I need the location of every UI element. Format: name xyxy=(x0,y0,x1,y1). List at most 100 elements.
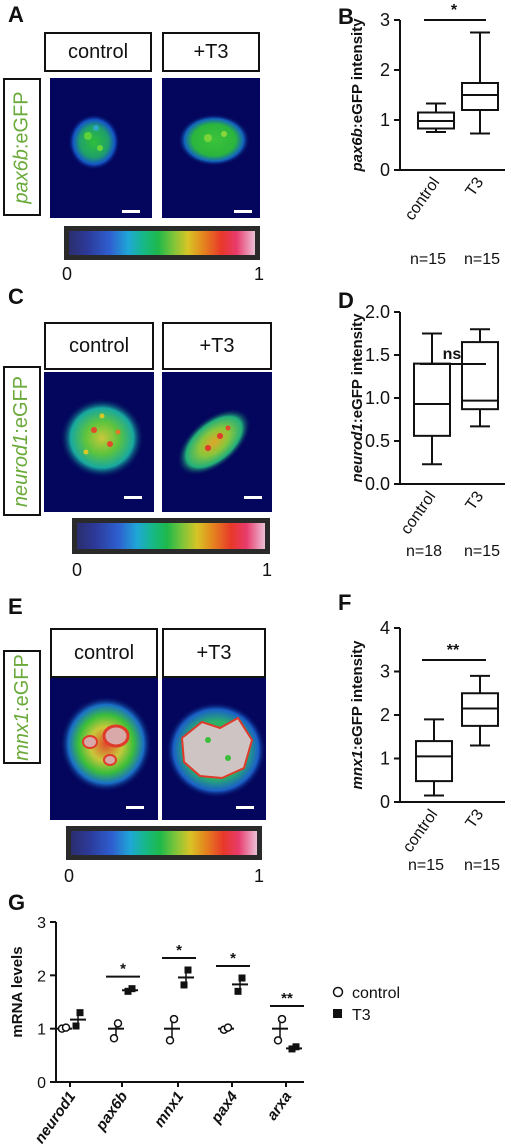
point-t3 xyxy=(76,1009,84,1017)
colorbar-e xyxy=(66,826,262,860)
point-t3 xyxy=(288,1045,296,1053)
panel-letter-a: A xyxy=(8,2,24,27)
y-tick-label: 0 xyxy=(37,1075,46,1092)
colorbar-a xyxy=(64,226,260,260)
y-tick-label: 0.5 xyxy=(365,431,390,451)
panel-letter-b: B xyxy=(338,4,354,29)
y-tick-label: 2 xyxy=(37,968,46,985)
y-axis-label-gene: pax6b xyxy=(349,128,366,172)
x-tick-label: T3 xyxy=(463,174,488,199)
colorbar-max-c: 1 xyxy=(262,560,273,580)
significance-mark: ** xyxy=(281,990,293,1007)
x-tick-label: T3 xyxy=(463,806,488,831)
n-label: n=15 xyxy=(464,543,500,560)
micrograph-control-a xyxy=(50,78,152,218)
point-t3 xyxy=(124,987,132,995)
y-tick-label: 1.5 xyxy=(365,345,390,365)
x-tick-label: pax6b xyxy=(92,1089,131,1135)
y-axis-label-gene: neurod1 xyxy=(349,423,366,482)
colorbar-max-e: 1 xyxy=(254,866,265,886)
box-control xyxy=(415,740,453,783)
n-label: n=15 xyxy=(464,857,500,874)
scale-bar xyxy=(234,210,252,213)
micrograph-control-e xyxy=(50,678,158,820)
reporter-label-c: neurod1:eGFP xyxy=(3,366,41,516)
point-control xyxy=(109,1034,119,1043)
y-axis-label-rest: :eGFP intensity xyxy=(349,313,366,423)
panel-letter-f: F xyxy=(338,590,351,615)
y-tick-label: 2 xyxy=(380,60,390,80)
point-control xyxy=(113,1019,123,1028)
y-tick-label: 3 xyxy=(37,915,46,932)
legend-marker-control xyxy=(332,986,344,998)
y-tick-label: 1 xyxy=(380,749,390,769)
scale-bar xyxy=(122,210,140,213)
box-control xyxy=(413,362,451,437)
reporter-label-a: pax6b:eGFP xyxy=(3,78,41,216)
label-t3-c: +T3 xyxy=(162,322,272,370)
scale-bar xyxy=(244,496,262,499)
point-t3 xyxy=(292,1043,300,1051)
significance-mark: * xyxy=(451,2,458,19)
point-control xyxy=(223,1023,233,1032)
colorbar-min-a: 0 xyxy=(62,264,73,284)
colorbar-min-e: 0 xyxy=(64,866,75,886)
y-tick-label: 1 xyxy=(37,1022,46,1039)
y-axis-label-rest: :eGFP intensity xyxy=(349,18,366,128)
point-control xyxy=(169,1014,179,1024)
legend-label-control: control xyxy=(352,985,400,1002)
y-tick-label: 0.0 xyxy=(365,474,390,494)
n-label: n=15 xyxy=(410,251,446,268)
panel-letter-c: C xyxy=(8,284,24,309)
x-tick-label: mnx1 xyxy=(151,1089,187,1131)
micrograph-control-c xyxy=(44,372,154,512)
y-axis-label-gene: mnx1 xyxy=(349,750,366,789)
point-t3 xyxy=(184,966,192,974)
box-t3 xyxy=(461,341,499,411)
legend-label-t3: T3 xyxy=(352,1007,371,1024)
point-t3 xyxy=(180,981,188,989)
colorbar-max-a: 1 xyxy=(254,264,265,284)
point-t3 xyxy=(128,985,136,993)
label-control-e: control xyxy=(50,628,158,678)
box-t3 xyxy=(461,82,499,111)
x-tick-label: control xyxy=(398,489,439,538)
scale-bar xyxy=(126,806,144,809)
scale-bar xyxy=(236,806,254,809)
n-label: n=15 xyxy=(464,251,500,268)
x-tick-label: control xyxy=(402,175,443,224)
point-t3 xyxy=(72,1022,80,1030)
colorbar-min-c: 0 xyxy=(72,560,83,580)
significance-mark: * xyxy=(230,950,236,967)
x-tick-label: pax4 xyxy=(207,1088,241,1127)
label-control-a: control xyxy=(44,32,152,72)
y-tick-label: 4 xyxy=(380,618,390,638)
x-tick-label: arxa xyxy=(264,1089,296,1124)
significance-mark: * xyxy=(176,942,182,959)
y-tick-label: 2 xyxy=(380,705,390,725)
micrograph-t3-e xyxy=(162,678,266,820)
panel-letter-e: E xyxy=(8,594,23,619)
y-tick-label: 1.0 xyxy=(365,388,390,408)
y-axis-label: mnx1:eGFP intensity xyxy=(349,640,366,790)
significance-mark: * xyxy=(120,961,126,978)
significance-mark: ** xyxy=(447,642,460,659)
y-axis-label: pax6b:eGFP intensity xyxy=(349,18,366,173)
point-control xyxy=(273,1036,283,1045)
y-tick-label: 0 xyxy=(380,792,390,812)
scale-bar xyxy=(124,496,142,499)
significance-mark: ns xyxy=(443,346,462,363)
point-control xyxy=(61,1023,71,1032)
y-tick-label: 3 xyxy=(380,10,390,30)
box-t3 xyxy=(461,692,499,727)
x-tick-label: control xyxy=(400,807,441,856)
reporter-label-e: mnx1:eGFP xyxy=(3,650,41,764)
y-axis-label: mRNA levels xyxy=(9,946,26,1037)
panel-letter-g: G xyxy=(8,890,26,915)
point-t3 xyxy=(234,987,242,995)
label-t3-a: +T3 xyxy=(162,32,260,72)
point-t3 xyxy=(238,974,246,982)
y-tick-label: 0 xyxy=(380,160,390,180)
n-label: n=18 xyxy=(406,543,442,560)
